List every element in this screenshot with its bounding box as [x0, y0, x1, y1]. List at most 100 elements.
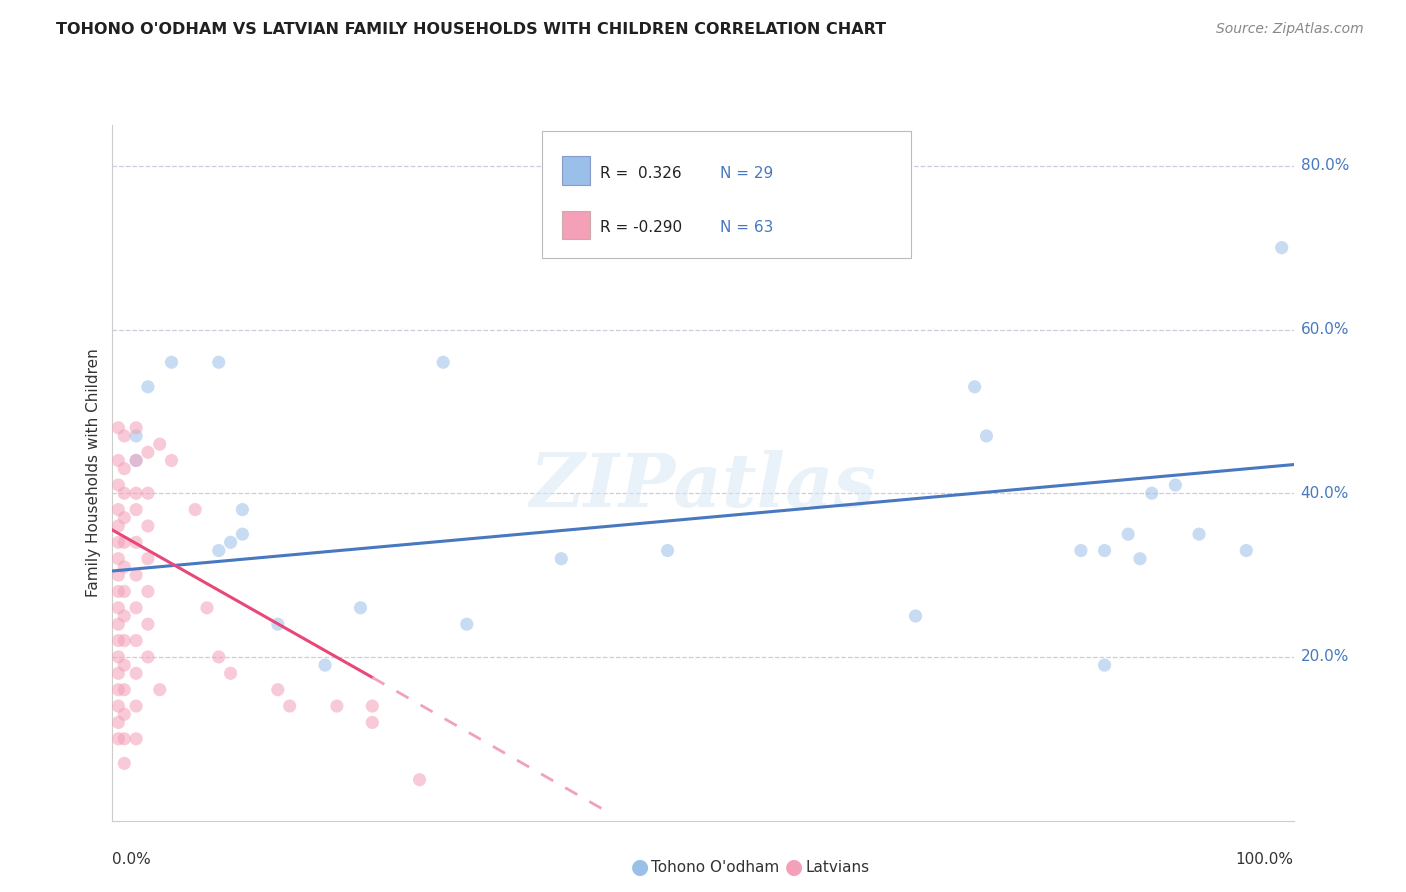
Text: Source: ZipAtlas.com: Source: ZipAtlas.com [1216, 22, 1364, 37]
Point [125, 429, 148, 443]
Point [112, 486, 135, 500]
Point [136, 445, 159, 459]
Point [112, 658, 135, 673]
Point [1271, 241, 1294, 255]
Point [136, 649, 159, 664]
Point [1188, 527, 1211, 541]
Point [107, 600, 129, 615]
Point [136, 551, 159, 566]
Point [107, 699, 129, 714]
Point [125, 666, 148, 681]
Point [107, 633, 129, 648]
Point [208, 355, 231, 369]
Point [408, 772, 430, 787]
Text: TOHONO O'ODHAM VS LATVIAN FAMILY HOUSEHOLDS WITH CHILDREN CORRELATION CHART: TOHONO O'ODHAM VS LATVIAN FAMILY HOUSEHO… [56, 22, 886, 37]
Point [107, 519, 129, 533]
Text: N = 29: N = 29 [720, 166, 773, 181]
Point [125, 699, 148, 714]
Text: Tohono O'odham: Tohono O'odham [651, 860, 779, 874]
Point [107, 421, 129, 435]
Point [231, 502, 253, 516]
Point [112, 584, 135, 599]
Point [976, 429, 998, 443]
Point [160, 453, 183, 467]
Point [278, 699, 301, 714]
Point [107, 478, 129, 492]
Point [107, 715, 129, 730]
Point [112, 707, 135, 722]
Point [267, 682, 290, 697]
Point [904, 609, 927, 624]
Point [326, 699, 349, 714]
Point [107, 666, 129, 681]
Point [963, 380, 986, 394]
Point [149, 682, 172, 697]
Point [160, 355, 183, 369]
Point [314, 658, 336, 673]
Point [136, 519, 159, 533]
Point [125, 568, 148, 582]
Point [107, 617, 129, 632]
Text: 80.0%: 80.0% [1301, 158, 1348, 173]
Point [136, 584, 159, 599]
Point [1094, 543, 1116, 558]
Y-axis label: Family Households with Children: Family Households with Children [86, 349, 101, 597]
Point [1164, 478, 1187, 492]
Point [208, 649, 231, 664]
Point [208, 543, 231, 558]
Point [657, 543, 679, 558]
Point [267, 617, 290, 632]
Point [432, 355, 454, 369]
Point [125, 535, 148, 549]
Point [136, 380, 159, 394]
Point [1070, 543, 1092, 558]
Point [136, 617, 159, 632]
Text: ●: ● [786, 857, 803, 877]
Point [1140, 486, 1163, 500]
Point [125, 600, 148, 615]
Point [136, 486, 159, 500]
Text: 40.0%: 40.0% [1301, 486, 1348, 500]
Point [107, 535, 129, 549]
Point [112, 731, 135, 746]
Point [112, 535, 135, 549]
Point [112, 429, 135, 443]
Text: 60.0%: 60.0% [1301, 322, 1348, 337]
Point [112, 609, 135, 624]
Point [112, 510, 135, 524]
Text: 0.0%: 0.0% [112, 852, 152, 867]
Point [107, 584, 129, 599]
Point [231, 527, 253, 541]
Point [107, 568, 129, 582]
Point [1094, 658, 1116, 673]
Text: R = -0.290: R = -0.290 [600, 220, 682, 235]
Text: N = 63: N = 63 [720, 220, 773, 235]
Point [349, 600, 371, 615]
Point [112, 560, 135, 574]
Point [219, 535, 242, 549]
Point [107, 682, 129, 697]
Point [107, 731, 129, 746]
Point [195, 600, 218, 615]
Text: ●: ● [631, 857, 648, 877]
Text: ZIPatlas: ZIPatlas [530, 450, 876, 523]
Point [550, 551, 572, 566]
Point [125, 502, 148, 516]
Point [361, 715, 384, 730]
Point [107, 502, 129, 516]
Point [125, 453, 148, 467]
Point [1129, 551, 1152, 566]
Point [107, 649, 129, 664]
Point [107, 453, 129, 467]
Point [107, 551, 129, 566]
Text: 100.0%: 100.0% [1236, 852, 1294, 867]
Text: R =  0.326: R = 0.326 [600, 166, 682, 181]
Point [219, 666, 242, 681]
Point [112, 633, 135, 648]
Point [112, 682, 135, 697]
Point [125, 421, 148, 435]
Point [125, 453, 148, 467]
Text: Latvians: Latvians [806, 860, 870, 874]
Point [112, 756, 135, 771]
Point [361, 699, 384, 714]
